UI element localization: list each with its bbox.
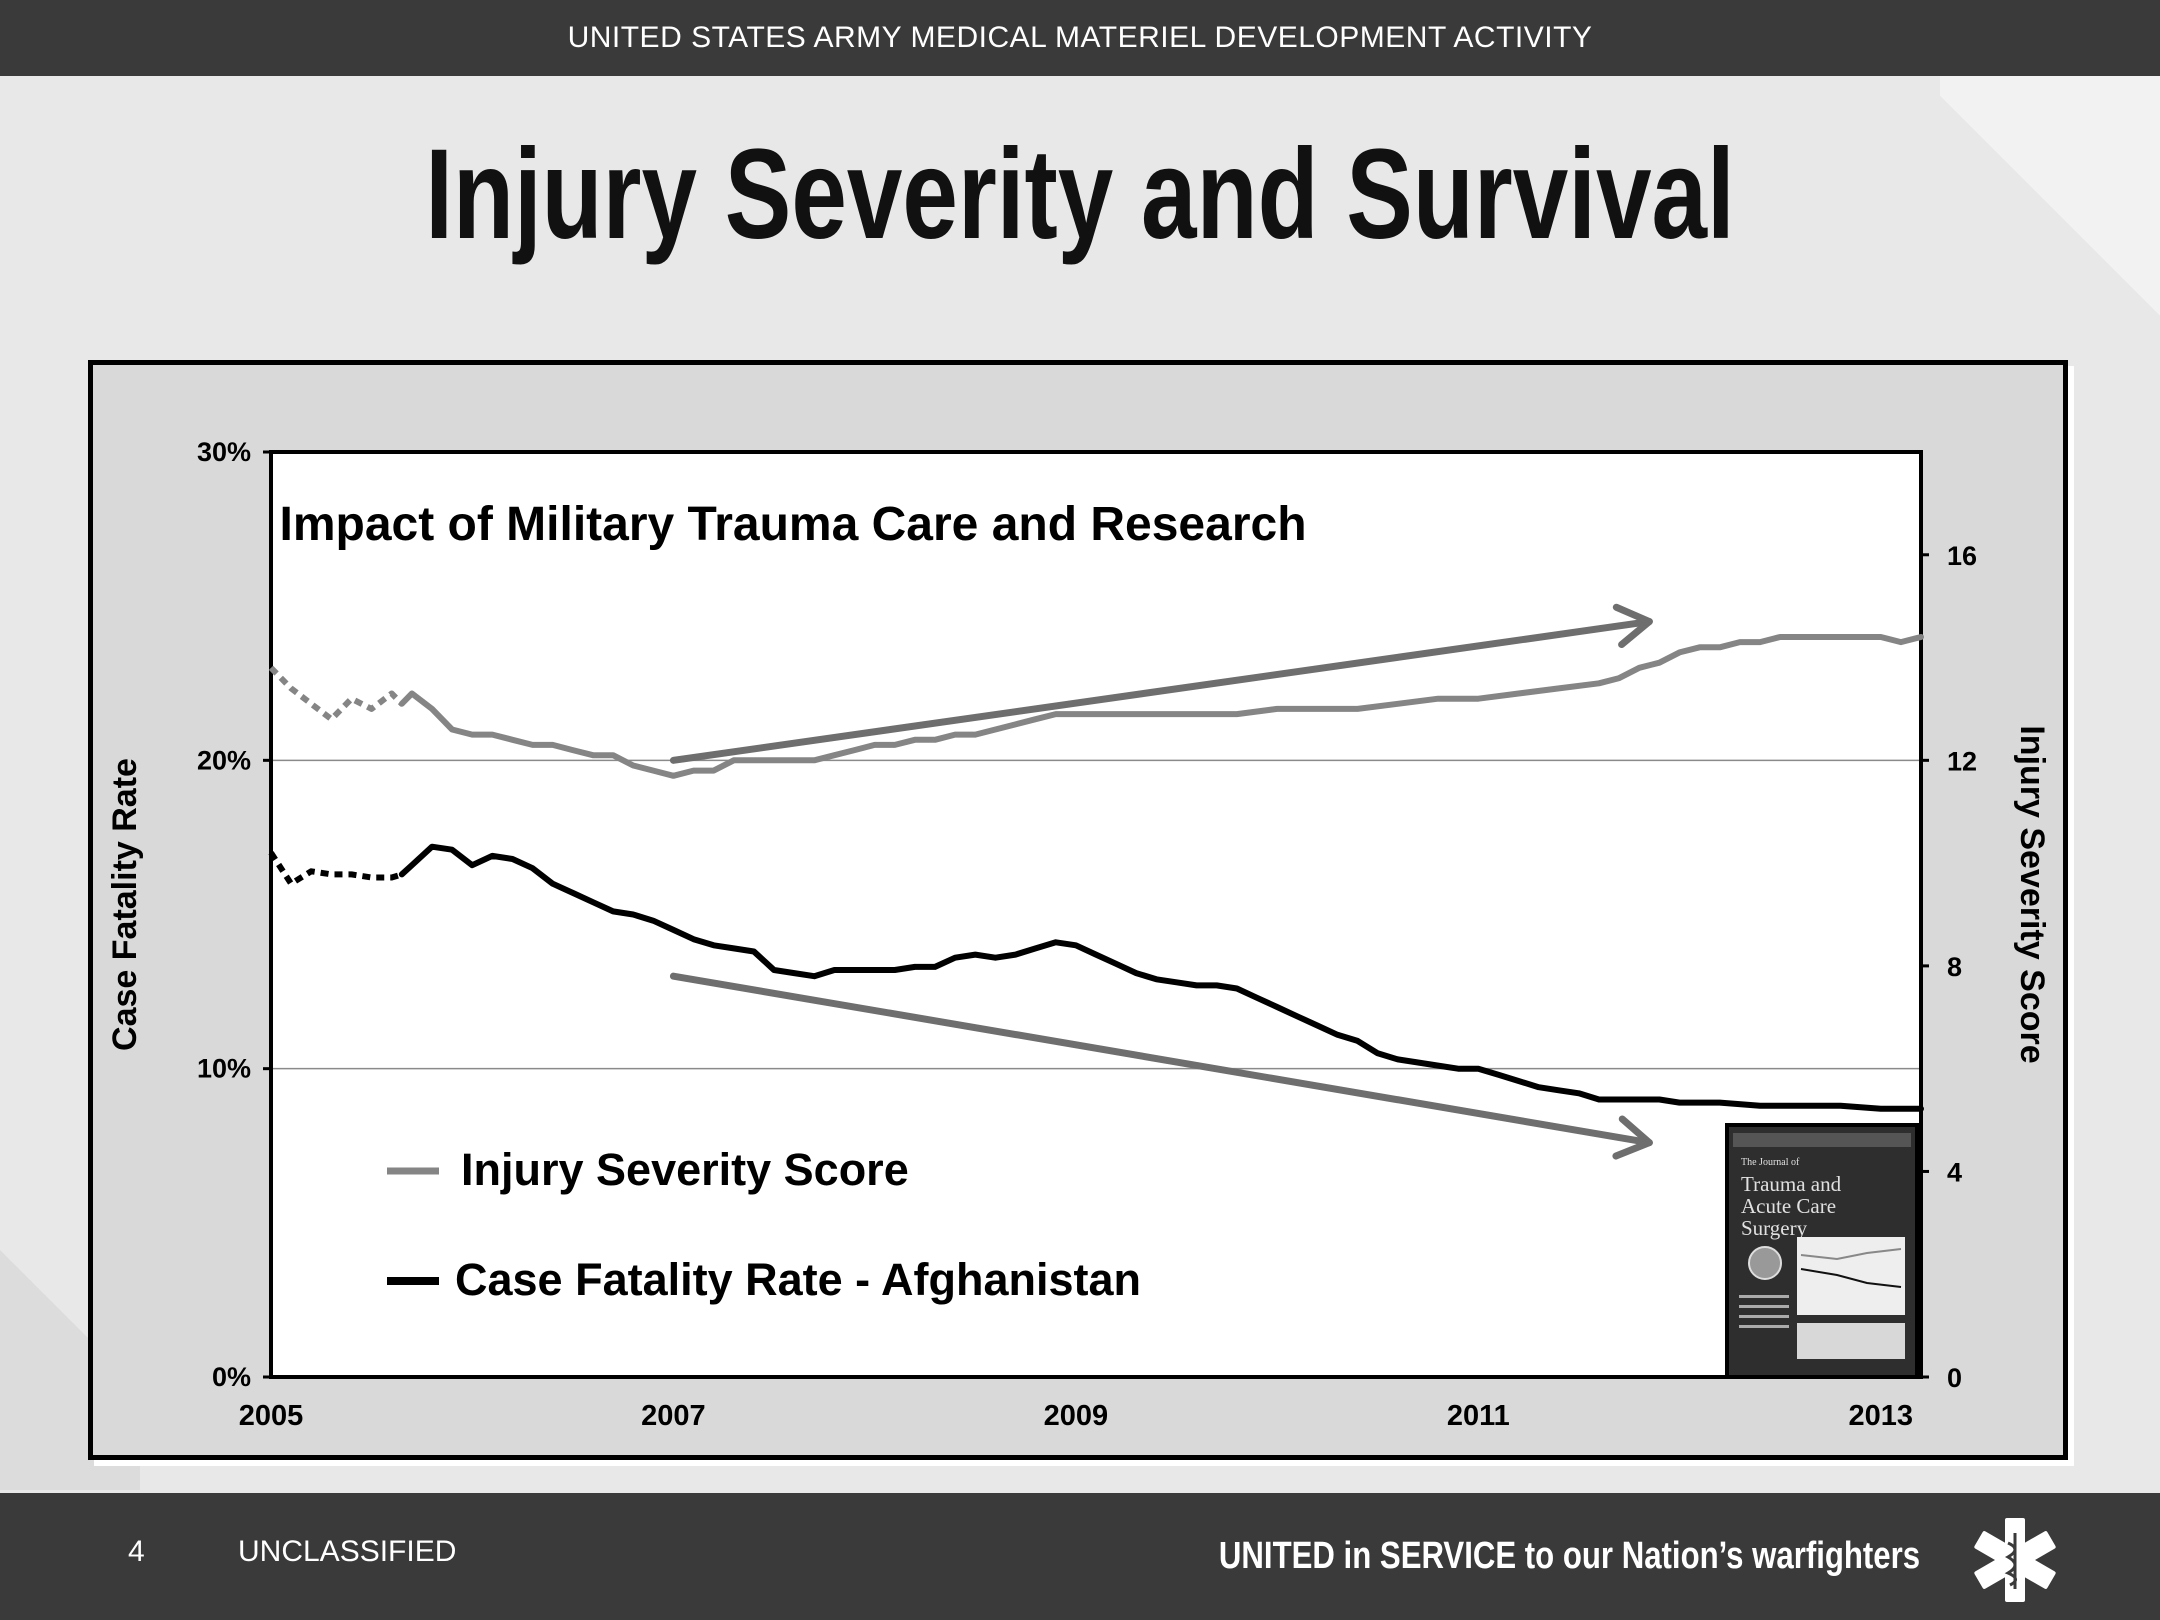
injury-severity-score-line (398, 634, 1924, 779)
background-facet (1940, 76, 2160, 336)
star-of-life-icon (1974, 1518, 2056, 1602)
y-left-tick-label: 10% (197, 1054, 251, 1084)
page-number: 4 (128, 1535, 145, 1568)
tagline: UNITED in SERVICE to our Nation’s warfig… (1218, 1535, 1920, 1577)
x-tick-label: 2007 (641, 1400, 706, 1432)
x-tick-label: 2005 (239, 1400, 304, 1432)
chart-frame: 0% 10% 20% 30% 0 4 8 12 16 2005 2007 2009 2011 2013 Ca… (88, 360, 2068, 1460)
journal-cover-chart-line (1800, 1268, 1902, 1288)
chart: 0% 10% 20% 30% 0 4 8 12 16 2005 2007 2009 2011 2013 Ca… (106, 437, 2051, 1432)
trend-arrowhead-down (1612, 1115, 1653, 1160)
y-left-tick-label: 0% (212, 1362, 251, 1392)
trend-arrowhead-up (1612, 603, 1653, 649)
journal-cover-box (1797, 1323, 1905, 1359)
case-fatality-rate-afghanistan-line-dashed (268, 851, 403, 887)
x-tick-label: 2011 (1447, 1400, 1510, 1432)
journal-cover-textline (1739, 1325, 1789, 1328)
journal-cover-textline (1739, 1305, 1789, 1308)
trend-arrow-up (669, 618, 1653, 764)
injury-severity-score-line-dashed (268, 665, 404, 723)
y-right-tick-label: 4 (1947, 1157, 1962, 1187)
y-right-tick-label: 16 (1947, 541, 1977, 571)
x-tick-label: 2009 (1044, 1400, 1109, 1432)
journal-cover-textline (1739, 1315, 1789, 1318)
journal-cover-chart (1797, 1237, 1905, 1315)
organization-name: UNITED STATES ARMY MEDICAL MATERIEL DEVE… (567, 21, 1593, 54)
y-left-axis-title: Case Fatality Rate (106, 758, 144, 1051)
journal-cover-textline (1739, 1295, 1789, 1298)
legend-label: Case Fatality Rate - Afghanistan (455, 1254, 1141, 1305)
journal-cover-band (1733, 1133, 1911, 1147)
x-tick-label: 2013 (1848, 1400, 1913, 1432)
legend-label: Injury Severity Score (461, 1144, 909, 1195)
plot-area (271, 452, 1921, 1377)
y-right-tick-label: 0 (1947, 1363, 1962, 1393)
header-bar: UNITED STATES ARMY MEDICAL MATERIEL DEVE… (0, 0, 2160, 76)
journal-cover-text: Trauma and (1741, 1172, 1842, 1196)
y-left-tick-label: 20% (197, 745, 251, 775)
case-fatality-rate-afghanistan-line (398, 843, 1924, 1112)
slide-title: Injury Severity and Survival (425, 123, 1735, 266)
classification-label: UNCLASSIFIED (238, 1535, 457, 1568)
legend: Injury Severity Score Case Fatality Rate … (387, 1144, 1141, 1305)
chart-title: Impact of Military Trauma Care and Resea… (279, 498, 1306, 551)
journal-cover-chart-line (1800, 1248, 1902, 1261)
journal-cover-text: Acute Care (1741, 1194, 1836, 1218)
plot-border (269, 450, 1923, 1379)
journal-cover-text: The Journal of (1741, 1157, 1800, 1168)
y-right-axis-title: Injury Severity Score (2013, 725, 2051, 1063)
journal-cover-text: Surgery (1741, 1216, 1808, 1240)
footer-bar: 4 UNCLASSIFIED UNITED in SERVICE to our … (0, 1493, 2160, 1620)
trend-arrow-down (669, 972, 1653, 1147)
y-right-tick-label: 12 (1947, 746, 1977, 776)
y-right-tick-label: 8 (1947, 952, 1962, 982)
journal-seal-icon (1748, 1246, 1782, 1280)
y-left-tick-label: 30% (197, 437, 251, 467)
